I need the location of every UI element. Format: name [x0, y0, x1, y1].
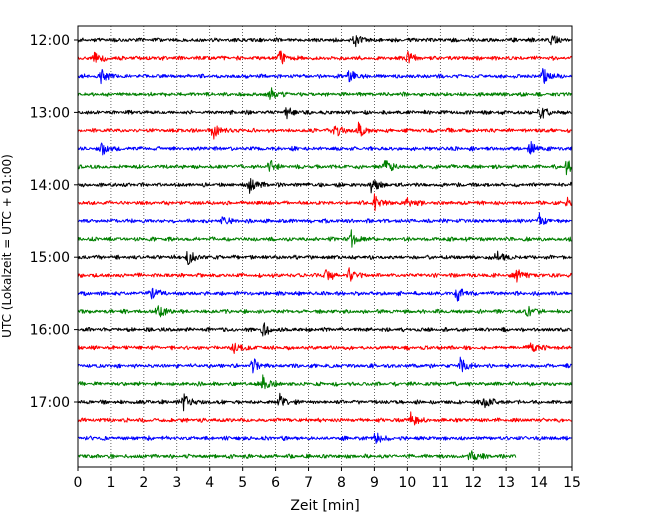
trace-line	[77, 450, 517, 461]
trace-line	[77, 305, 573, 318]
trace-line	[77, 159, 573, 176]
trace-line	[77, 141, 573, 156]
trace-line	[77, 411, 573, 426]
x-tick-label: 12	[464, 475, 482, 491]
trace-line	[77, 374, 573, 390]
plot-frame	[77, 25, 573, 468]
x-tick-label: 8	[337, 475, 346, 491]
x-tick-label: 11	[431, 475, 449, 491]
y-tick-label: 15:00	[30, 250, 70, 266]
x-tick-label: 15	[563, 475, 581, 491]
trace-line	[77, 342, 573, 354]
trace-line	[77, 193, 573, 212]
x-tick-label: 5	[238, 475, 247, 491]
x-tick-label: 3	[172, 475, 181, 491]
y-tick-label: 14:00	[30, 178, 70, 194]
trace-line	[77, 107, 573, 120]
y-tick-label: 16:00	[30, 323, 70, 339]
trace-line	[77, 87, 573, 100]
trace-line	[77, 50, 573, 65]
trace-line	[77, 68, 573, 85]
trace-line	[77, 121, 573, 140]
x-tick-label: 4	[205, 475, 214, 491]
trace-line	[77, 212, 573, 225]
trace-line	[77, 267, 573, 283]
y-axis-label: UTC (Lokalzeit = UTC + 01:00)	[0, 154, 14, 338]
x-tick-label: 14	[530, 475, 548, 491]
x-axis-label: Zeit [min]	[290, 498, 359, 514]
y-tick-label: 12:00	[30, 33, 70, 49]
traces	[77, 35, 573, 461]
trace-line	[77, 177, 573, 194]
x-tick-label: 2	[139, 475, 148, 491]
x-axis: 0 1 2 3 4 5 6 7 8 9 10 11 12 13 14 15	[74, 467, 581, 491]
x-tick-label: 6	[271, 475, 280, 491]
x-tick-label: 1	[106, 475, 115, 491]
trace-line	[77, 356, 573, 374]
x-tick-label: 9	[370, 475, 379, 491]
trace-line	[77, 287, 573, 302]
trace-line	[77, 250, 573, 265]
y-axis: 12:00 13:00 14:00 15:00 16:00 17:00	[30, 33, 78, 411]
trace-line	[77, 35, 573, 48]
grid-lines	[77, 26, 573, 467]
y-tick-label: 13:00	[30, 105, 70, 121]
trace-line	[77, 432, 573, 444]
x-tick-label: 7	[304, 475, 313, 491]
x-tick-label: 13	[497, 475, 515, 491]
y-tick-label: 17:00	[30, 395, 70, 411]
trace-line	[77, 322, 573, 337]
x-tick-label: 0	[74, 475, 83, 491]
x-tick-label: 10	[398, 475, 416, 491]
trace-line	[77, 229, 573, 248]
trace-line	[77, 392, 573, 412]
